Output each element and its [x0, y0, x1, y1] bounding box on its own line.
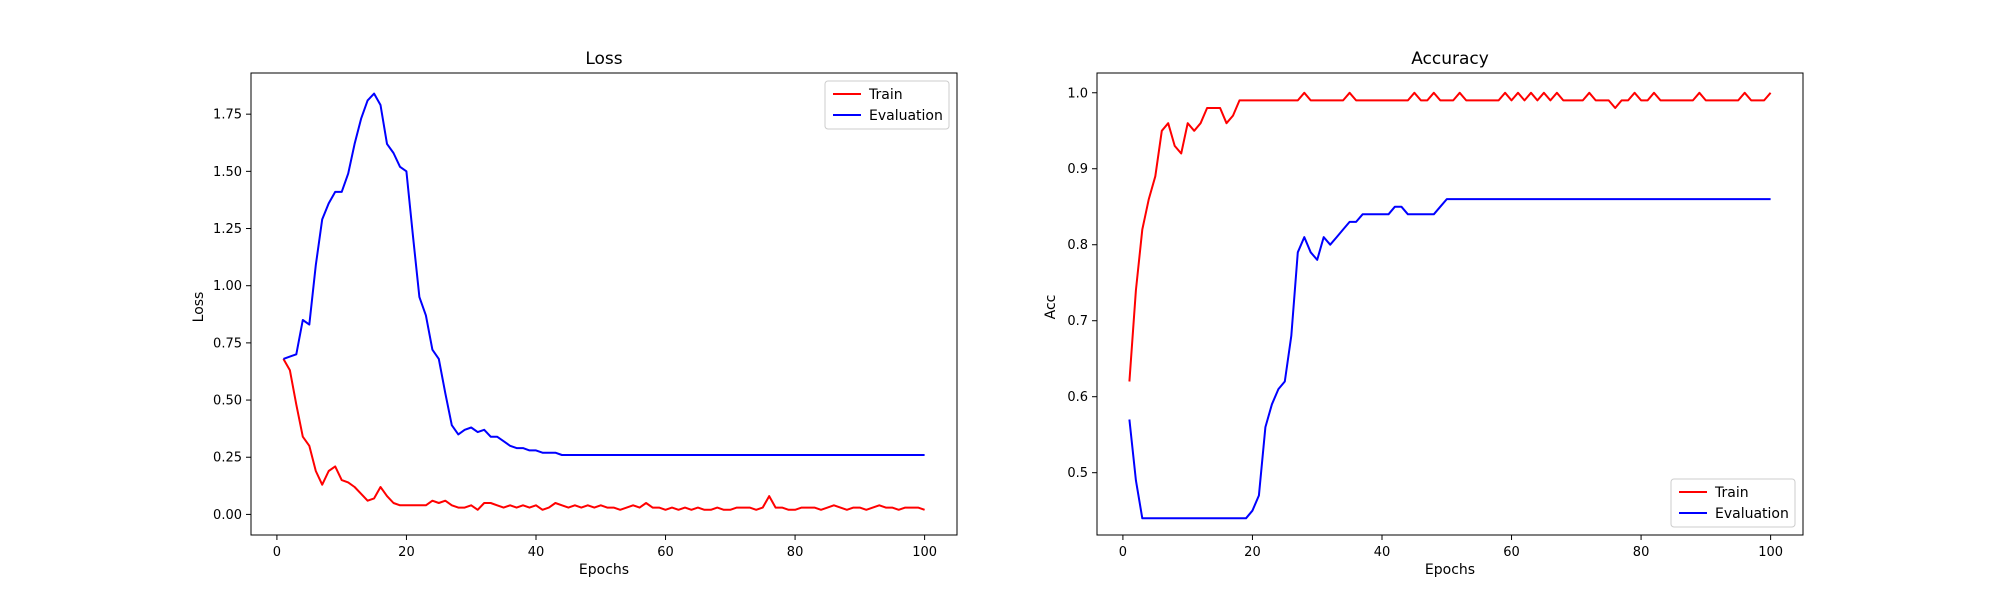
- legend: Train Evaluation: [824, 80, 950, 130]
- legend-label: Evaluation: [1715, 506, 1789, 522]
- legend-label: Train: [868, 87, 903, 103]
- x-tick-label: 20: [1244, 545, 1261, 560]
- y-tick-label: 0.8: [1067, 238, 1088, 253]
- series-line-train: [282, 358, 925, 511]
- series-line-evaluation: [283, 92, 925, 456]
- plot-area: 0 20 40 60 80 100 0.00 0.25 0.50 0.75 1.00 1.25 1.50…: [213, 72, 958, 560]
- axes-frame: [250, 72, 958, 536]
- x-tick-label: 40: [528, 545, 545, 560]
- y-tick-label: 1.50: [213, 165, 242, 180]
- x-tick-label: 80: [1633, 545, 1650, 560]
- y-tick-label: 1.0: [1067, 86, 1088, 101]
- x-tick-label: 60: [657, 545, 674, 560]
- plot-area: 0 20 40 60 80 100 0.5 0.6 0.7 0.8 0.9 1.0 Train Evalu…: [1067, 72, 1804, 560]
- x-axis-label: Epochs: [579, 562, 629, 578]
- x-tick-label: 100: [1758, 545, 1783, 560]
- x-tick-label: 0: [1119, 545, 1127, 560]
- x-axis-label: Epochs: [1425, 562, 1475, 578]
- x-tick-label: 80: [787, 545, 804, 560]
- y-tick-label: 1.25: [213, 222, 242, 237]
- y-axis-label: Loss: [191, 292, 207, 323]
- y-tick-label: 0.7: [1067, 314, 1088, 329]
- y-tick-label: 0.5: [1067, 466, 1088, 481]
- legend: Train Evaluation: [1670, 478, 1796, 528]
- x-tick-label: 20: [398, 545, 415, 560]
- chart-title: Loss: [585, 49, 622, 69]
- x-tick-label: 40: [1374, 545, 1391, 560]
- y-tick-label: 1.00: [213, 279, 242, 294]
- y-tick-label: 0.6: [1067, 390, 1088, 405]
- x-tick-label: 0: [273, 545, 281, 560]
- y-axis-label: Acc: [1043, 295, 1059, 320]
- series-line-train: [1128, 91, 1772, 382]
- x-tick-label: 60: [1503, 545, 1520, 560]
- y-tick-label: 0.75: [213, 336, 242, 351]
- loss-chart: Loss Epochs Loss 0 20 40 60 80 100 0.00 0.25 0.5…: [191, 49, 958, 578]
- series-line-evaluation: [1128, 198, 1771, 520]
- accuracy-chart: Accuracy Epochs Acc 0 20 40 60 80 100 0.5 0.6 0.…: [1043, 49, 1804, 578]
- chart-title: Accuracy: [1411, 49, 1489, 69]
- legend-label: Train: [1714, 485, 1749, 501]
- y-tick-label: 0.25: [213, 451, 242, 466]
- x-tick-label: 100: [912, 545, 937, 560]
- legend-label: Evaluation: [869, 108, 943, 124]
- axes-frame: [1096, 72, 1804, 536]
- y-tick-label: 0.00: [213, 508, 242, 523]
- y-tick-label: 0.9: [1067, 162, 1088, 177]
- y-tick-label: 0.50: [213, 394, 242, 409]
- y-tick-label: 1.75: [213, 108, 242, 123]
